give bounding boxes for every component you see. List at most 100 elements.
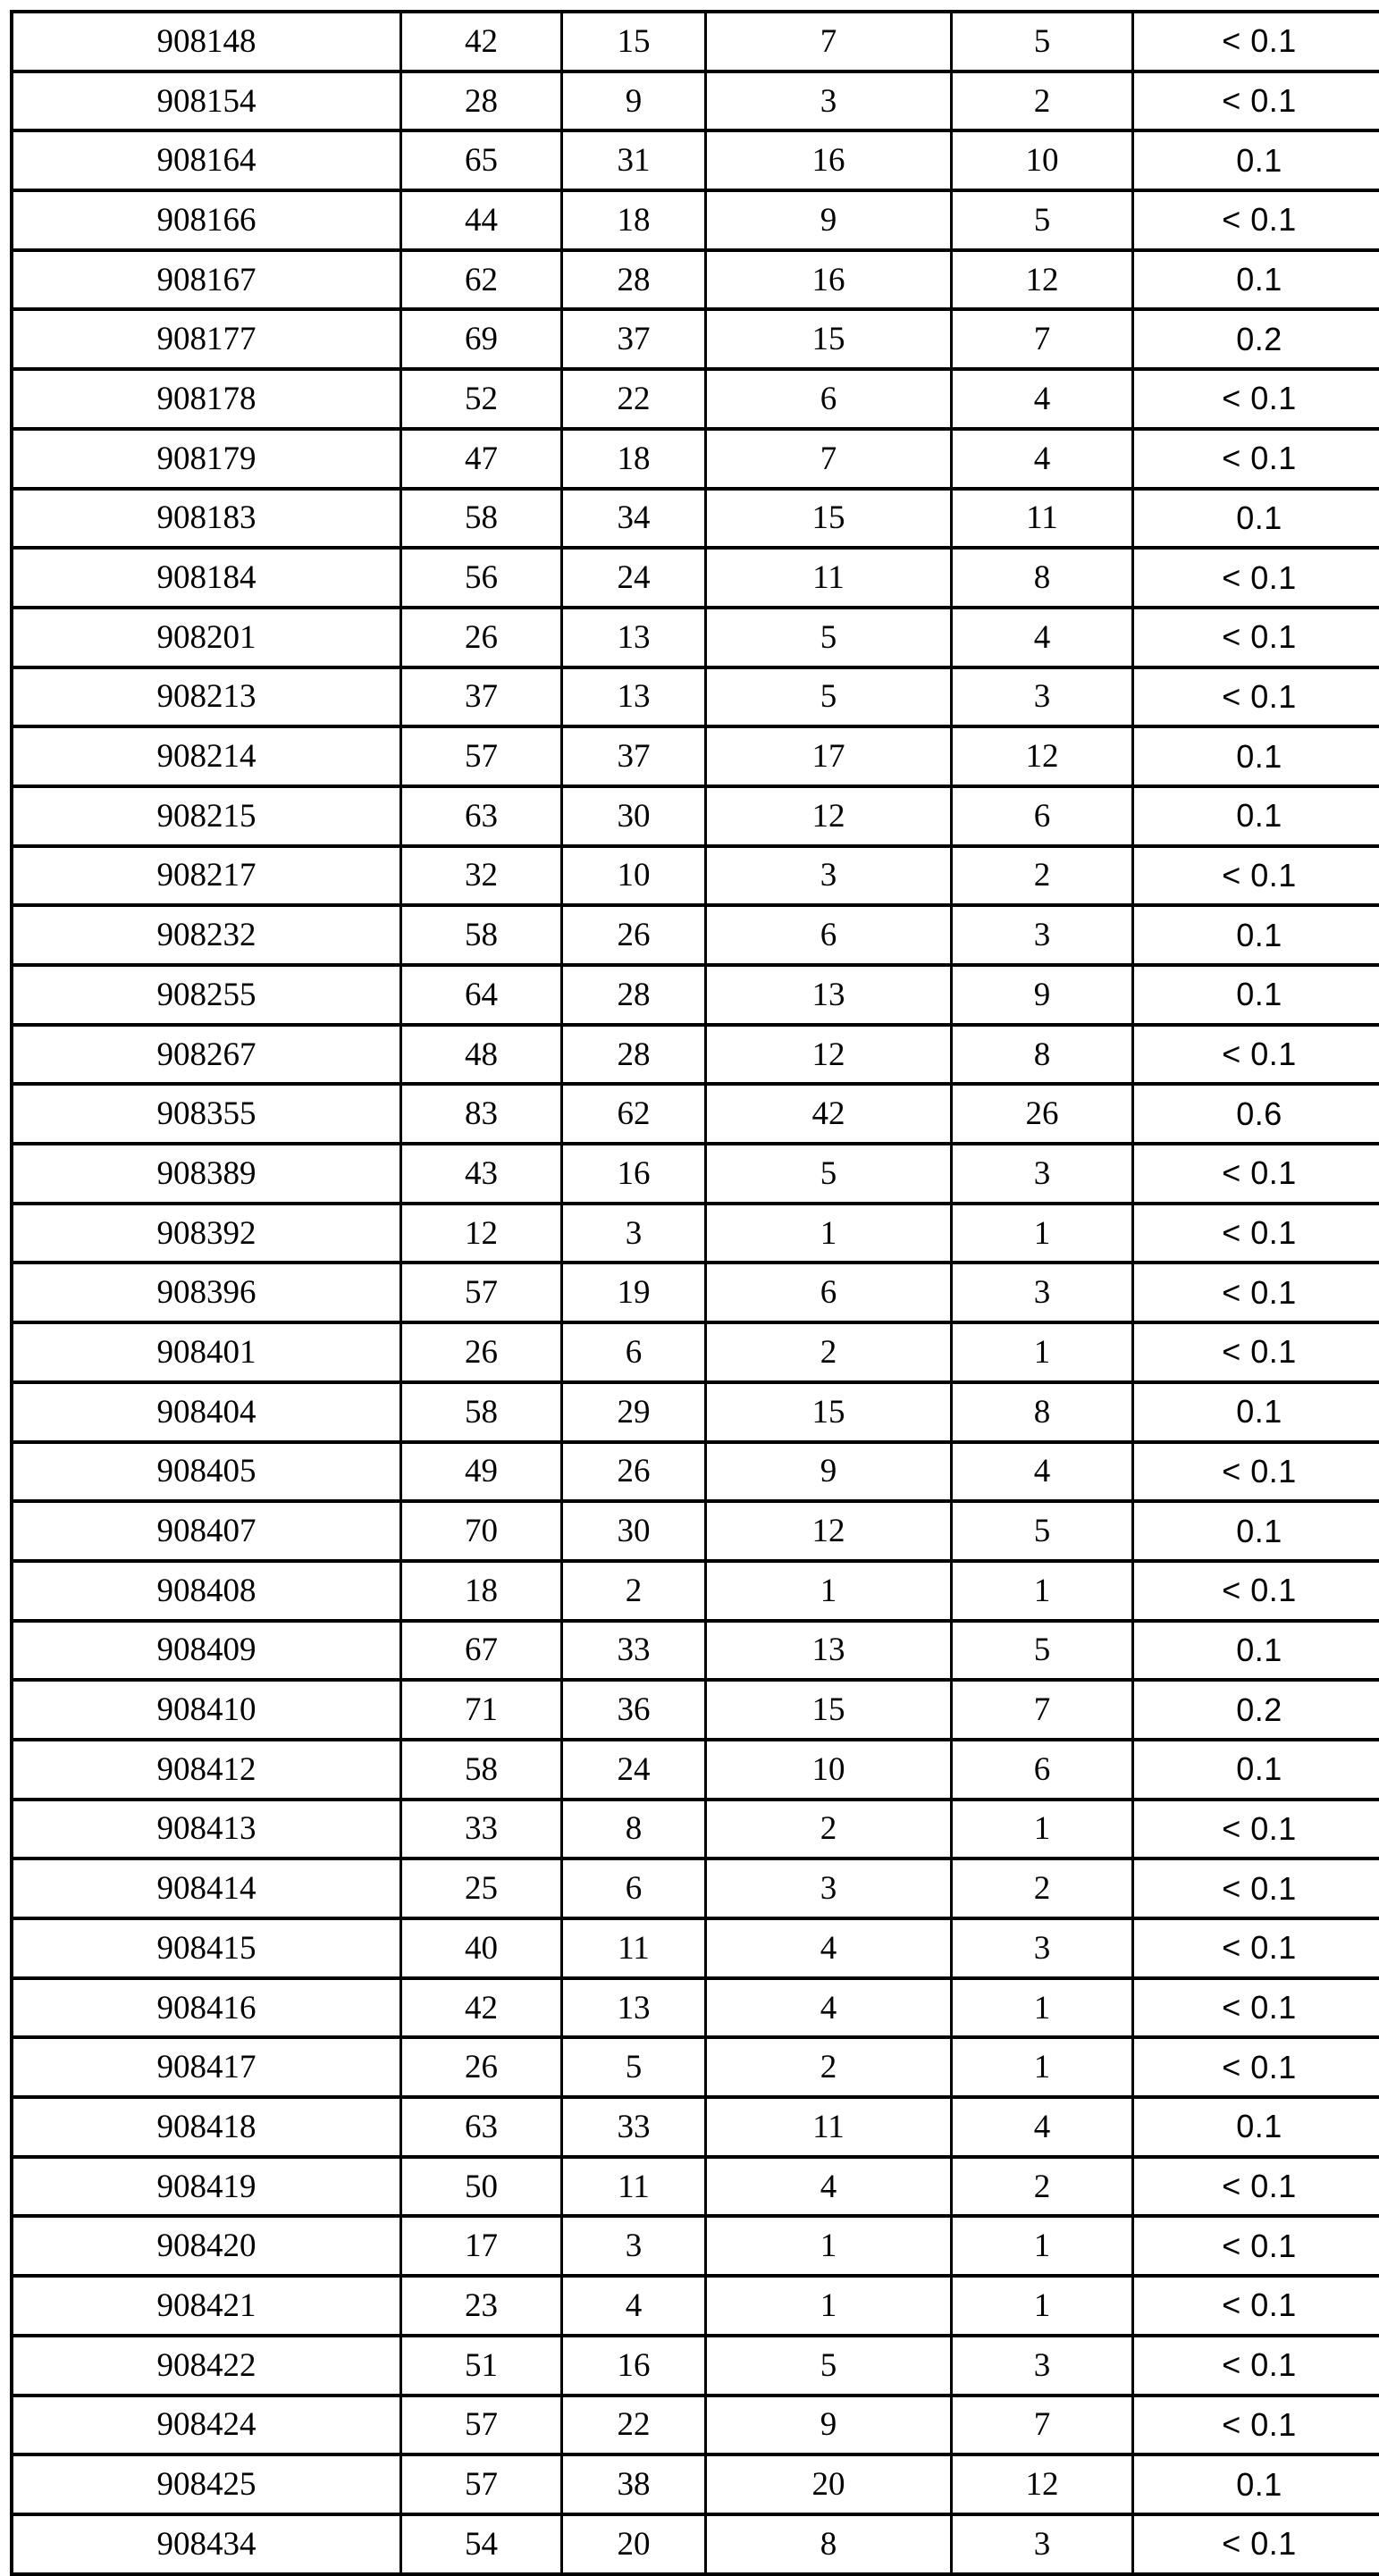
cell-record-id: 908414 [12,1859,401,1918]
cell-c2: 18 [562,190,706,250]
cell-c4: 4 [952,369,1133,429]
cell-c3: 5 [706,2336,952,2396]
cell-c3: 6 [706,369,952,429]
cell-record-id: 908424 [12,2396,401,2455]
cell-c3: 10 [706,1740,952,1800]
cell-c3: 7 [706,12,952,71]
cell-c2: 26 [562,905,706,965]
cell-c1: 23 [401,2276,562,2336]
cell-c5: < 0.1 [1133,71,1379,131]
cell-c4: 3 [952,667,1133,727]
cell-c3: 5 [706,608,952,667]
table-row: 90841726521< 0.1 [12,2037,1379,2097]
table-row: 908178522264< 0.1 [12,369,1379,429]
cell-c5: < 0.1 [1133,1442,1379,1502]
cell-c2: 37 [562,726,706,786]
cell-c2: 37 [562,309,706,369]
table-row: 908405492694< 0.1 [12,1442,1379,1502]
cell-c1: 57 [401,726,562,786]
cell-record-id: 908217 [12,846,401,906]
cell-c4: 3 [952,1144,1133,1204]
table-row: 90841863331140.1 [12,2097,1379,2157]
cell-c5: 0.1 [1133,1382,1379,1442]
cell-c1: 50 [401,2157,562,2217]
table-row: 90825564281390.1 [12,965,1379,1025]
cell-c5: 0.1 [1133,250,1379,310]
cell-c1: 71 [401,1680,562,1740]
cell-record-id: 908148 [12,12,401,71]
cell-record-id: 908407 [12,1501,401,1561]
cell-c4: 1 [952,1561,1133,1621]
cell-c3: 11 [706,548,952,608]
cell-c2: 28 [562,965,706,1025]
cell-c2: 11 [562,2157,706,2217]
table-row: 908389431653< 0.1 [12,1144,1379,1204]
cell-c3: 42 [706,1084,952,1144]
table-row: 908183583415110.1 [12,489,1379,549]
cell-c1: 70 [401,1501,562,1561]
cell-record-id: 908214 [12,726,401,786]
cell-c1: 43 [401,1144,562,1204]
cell-c3: 3 [706,846,952,906]
table-row: 908167622816120.1 [12,250,1379,310]
cell-c4: 7 [952,309,1133,369]
table-row: 90841333821< 0.1 [12,1800,1379,1859]
cell-c4: 4 [952,2097,1133,2157]
cell-c5: 0.1 [1133,1621,1379,1681]
cell-record-id: 908420 [12,2216,401,2276]
cell-c3: 9 [706,190,952,250]
cell-c4: 3 [952,2514,1133,2574]
cell-c1: 40 [401,1918,562,1978]
cell-c3: 13 [706,965,952,1025]
cell-c2: 24 [562,1740,706,1800]
cell-c5: 0.1 [1133,726,1379,786]
cell-c4: 8 [952,1025,1133,1085]
cell-c2: 29 [562,1382,706,1442]
cell-c5: 0.1 [1133,130,1379,190]
cell-c4: 1 [952,2276,1133,2336]
cell-c3: 3 [706,1859,952,1918]
table-row: 90842123411< 0.1 [12,2276,1379,2336]
cell-c2: 11 [562,1918,706,1978]
cell-c3: 12 [706,786,952,846]
cell-c4: 1 [952,1978,1133,2038]
cell-c2: 36 [562,1680,706,1740]
cell-c5: < 0.1 [1133,846,1379,906]
cell-c4: 1 [952,2037,1133,2097]
cell-c2: 5 [562,2037,706,2097]
cell-c5: 0.1 [1133,905,1379,965]
cell-c1: 18 [401,1561,562,1621]
cell-c3: 6 [706,1263,952,1322]
table-row: 908213371353< 0.1 [12,667,1379,727]
table-row: 908217321032< 0.1 [12,846,1379,906]
cell-c5: < 0.1 [1133,190,1379,250]
cell-c1: 57 [401,2454,562,2514]
cell-c3: 7 [706,429,952,489]
cell-c4: 6 [952,786,1133,846]
cell-c4: 1 [952,1204,1133,1263]
cell-c2: 6 [562,1322,706,1382]
cell-record-id: 908154 [12,71,401,131]
cell-c5: < 0.1 [1133,1800,1379,1859]
cell-c1: 58 [401,489,562,549]
cell-c1: 26 [401,2037,562,2097]
cell-c5: < 0.1 [1133,429,1379,489]
cell-c4: 2 [952,71,1133,131]
table-row: 908164653116100.1 [12,130,1379,190]
cell-c4: 2 [952,2157,1133,2217]
cell-c1: 33 [401,1800,562,1859]
cell-c1: 54 [401,2514,562,2574]
cell-c4: 7 [952,2396,1133,2455]
cell-record-id: 908419 [12,2157,401,2217]
cell-c5: 0.2 [1133,309,1379,369]
cell-c5: < 0.1 [1133,1978,1379,2038]
cell-c4: 5 [952,12,1133,71]
table-row: 9082674828128< 0.1 [12,1025,1379,1085]
table-row: 9081845624118< 0.1 [12,548,1379,608]
cell-c2: 22 [562,2396,706,2455]
cell-record-id: 908166 [12,190,401,250]
cell-c4: 10 [952,130,1133,190]
cell-c3: 9 [706,2396,952,2455]
cell-c1: 58 [401,1382,562,1442]
cell-c4: 9 [952,965,1133,1025]
